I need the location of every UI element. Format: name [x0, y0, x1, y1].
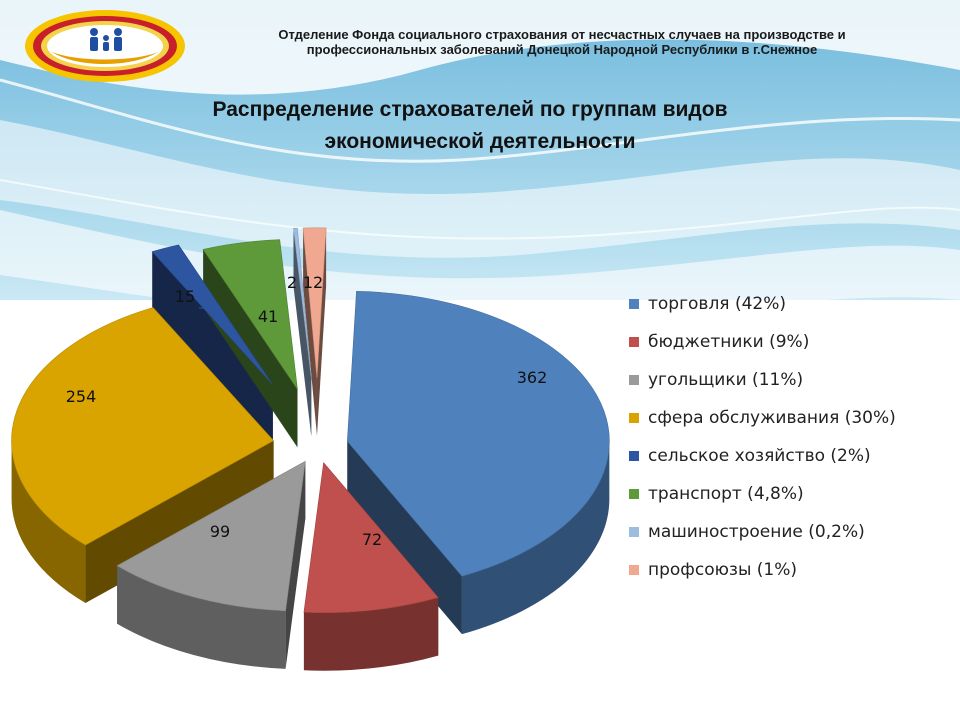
data-label: 15 — [175, 287, 195, 306]
data-label: 362 — [517, 368, 548, 387]
data-label: 99 — [210, 522, 230, 541]
fund-logo-icon — [25, 10, 185, 82]
legend-label: сфера обслуживания (30%) — [648, 408, 896, 428]
legend-item: транспорт (4,8%) — [629, 475, 949, 513]
pie-slice-side — [347, 441, 462, 635]
legend-label: профсоюзы (1%) — [648, 560, 797, 580]
leader-line — [199, 307, 215, 319]
legend-label: бюджетники (9%) — [648, 332, 810, 352]
legend-item: сельское хозяйство (2%) — [629, 437, 949, 475]
legend-label: угольщики (11%) — [648, 370, 804, 390]
legend-swatch — [629, 413, 639, 423]
legend-item: торговля (42%) — [629, 285, 949, 323]
legend-label: торговля (42%) — [648, 294, 786, 314]
legend-swatch — [629, 299, 639, 309]
legend-label: сельское хозяйство (2%) — [648, 446, 871, 466]
pie-slice-side — [303, 228, 317, 436]
chart-legend: торговля (42%) бюджетники (9%) угольщики… — [629, 285, 949, 589]
organization-name-line2: профессиональных заболеваний Донецкой На… — [306, 42, 818, 57]
chart-title-line2: экономической деятельности — [324, 130, 636, 153]
legend-item: угольщики (11%) — [629, 361, 949, 399]
data-label: 41 — [258, 307, 278, 326]
pie-slice — [303, 461, 439, 613]
data-label: 12 — [303, 273, 323, 292]
pie-slice — [302, 227, 327, 378]
data-label: 2 — [287, 273, 297, 292]
legend-swatch — [629, 489, 639, 499]
pie-slice — [202, 239, 298, 390]
pie-slice-side — [117, 565, 286, 669]
legend-label: транспорт (4,8%) — [648, 484, 804, 504]
pie-slice — [11, 307, 275, 546]
pie-slice-side — [461, 441, 610, 635]
legend-label: машиностроение (0,2%) — [648, 522, 865, 542]
legend-item: машиностроение (0,2%) — [629, 513, 949, 551]
pie-slice-side — [285, 461, 306, 669]
pie-slice — [293, 227, 312, 378]
data-label: 72 — [362, 530, 382, 549]
legend-swatch — [629, 337, 639, 347]
legend-item: бюджетники (9%) — [629, 323, 949, 361]
chart-title-line1: Распределение страхователей по группам в… — [212, 98, 728, 121]
organization-name-line1: Отделение Фонда социального страхования … — [278, 27, 846, 42]
pie-slice — [116, 460, 306, 612]
pie-slice-side — [152, 251, 273, 443]
pie-slice-side — [203, 249, 298, 448]
legend-item: профсоюзы (1%) — [629, 551, 949, 589]
pie-slice — [347, 291, 610, 577]
pie-slice-side — [303, 597, 439, 671]
legend-item: сфера обслуживания (30%) — [629, 399, 949, 437]
legend-swatch — [629, 565, 639, 575]
pie-slice-side — [11, 440, 86, 604]
legend-swatch — [629, 375, 639, 385]
legend-swatch — [629, 527, 639, 537]
legend-swatch — [629, 451, 639, 461]
pie-slice-side — [316, 227, 327, 436]
data-label: 254 — [66, 387, 97, 406]
pie-slice-side — [293, 228, 312, 436]
